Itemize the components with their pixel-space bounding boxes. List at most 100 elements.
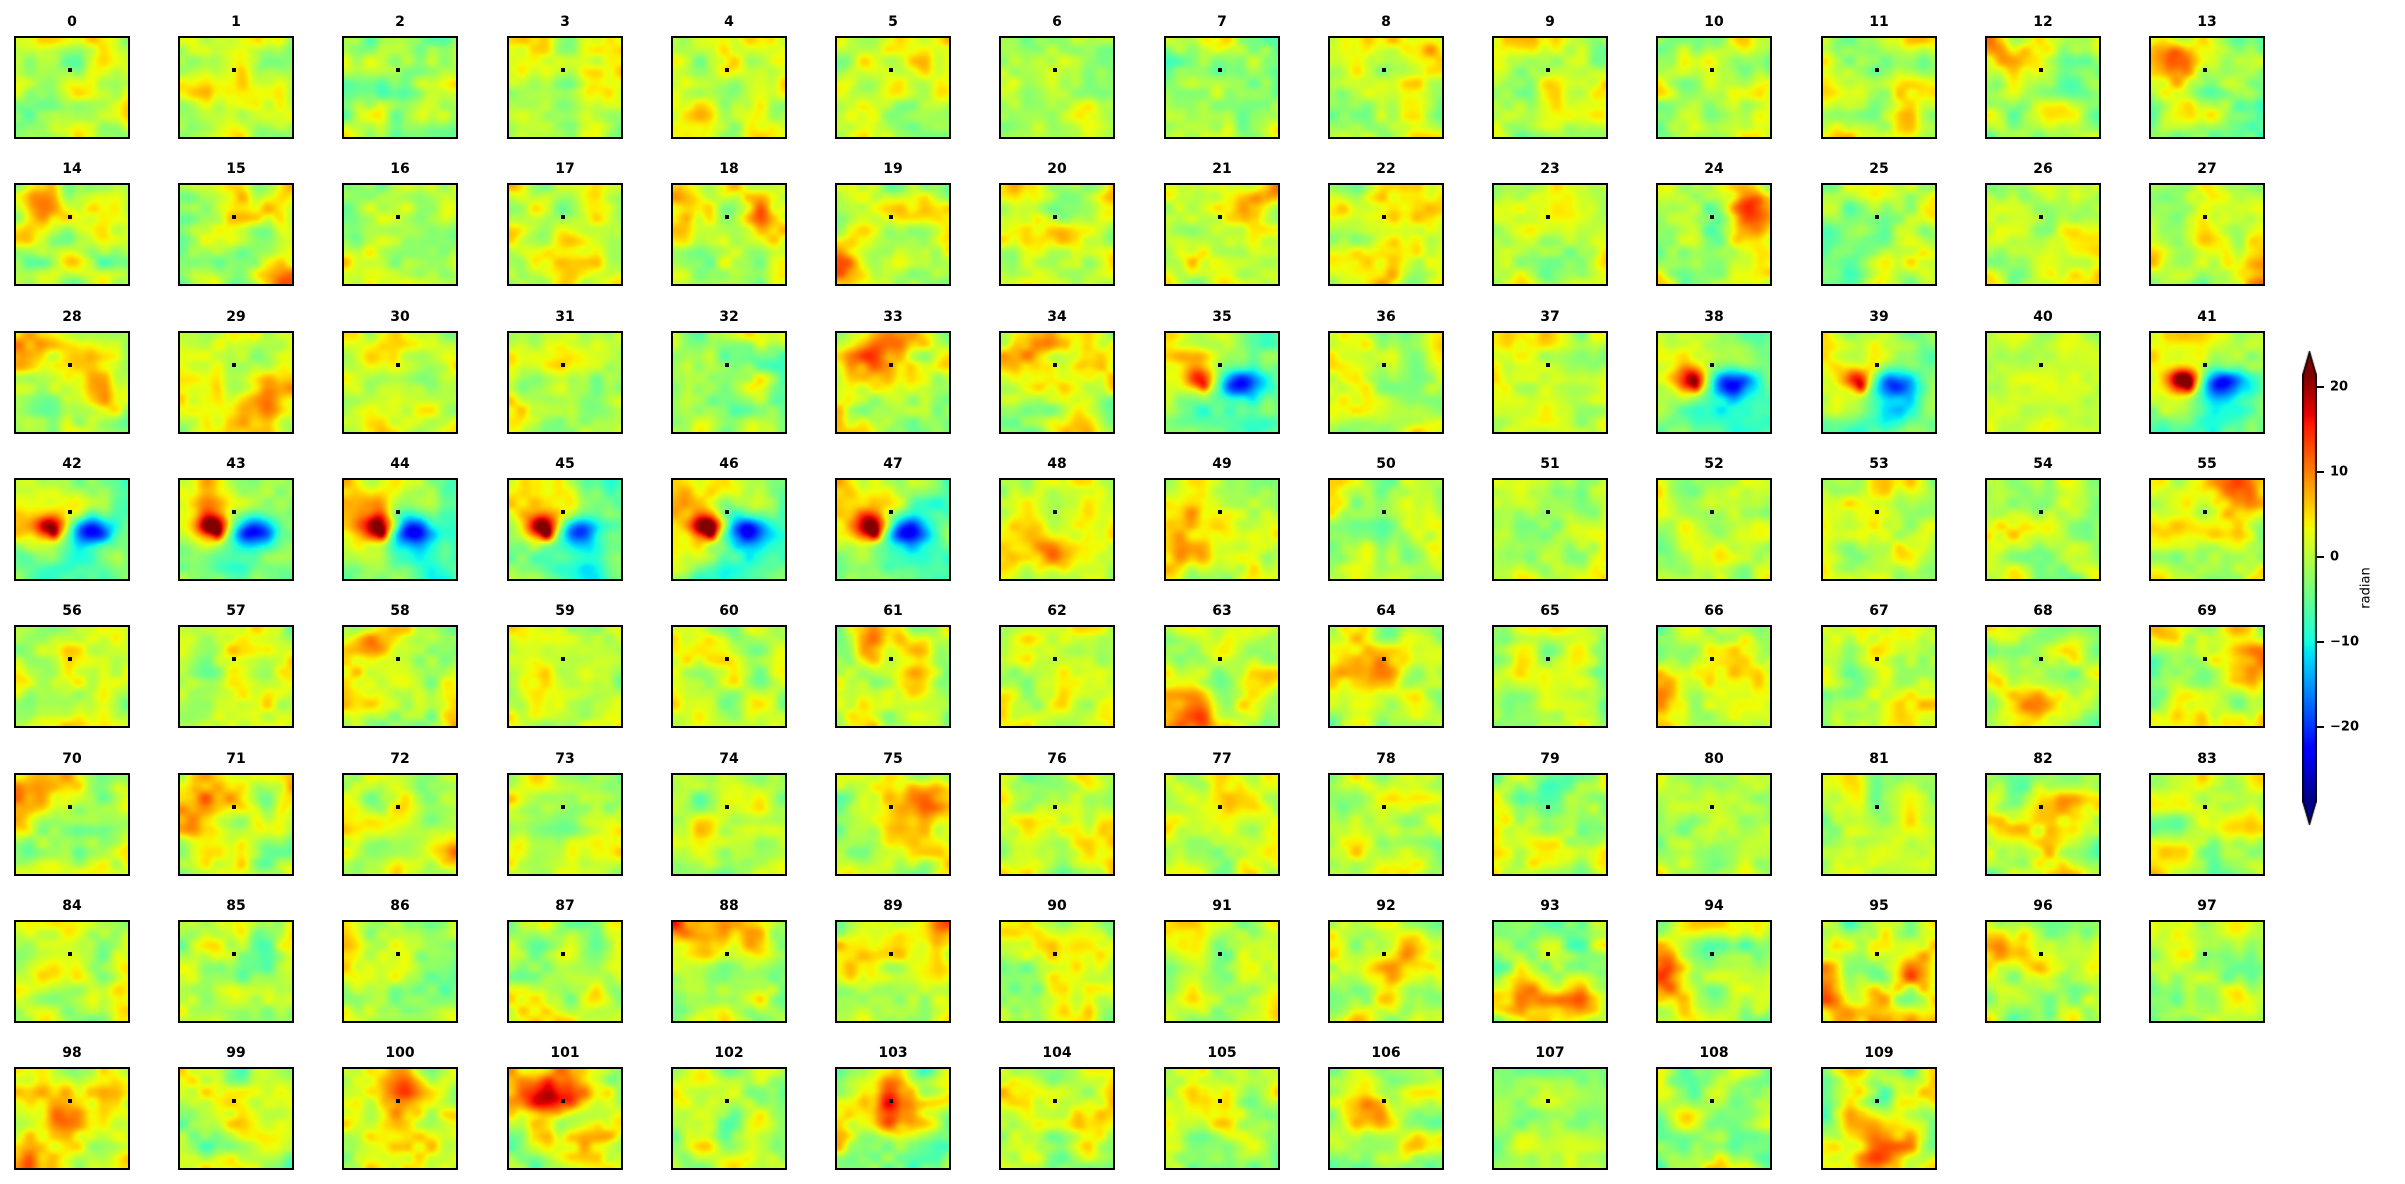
phase-image	[1656, 478, 1772, 581]
subplot-title: 25	[1869, 161, 1889, 177]
subplot-title: 97	[2197, 898, 2217, 914]
reference-point-dot	[1710, 510, 1714, 514]
phase-image	[1985, 920, 2101, 1023]
subplot-cell: 40	[1985, 307, 2101, 434]
phase-image	[2149, 773, 2265, 876]
subplot-title: 79	[1540, 751, 1560, 767]
reference-point-dot	[1382, 215, 1386, 219]
subplot-title: 93	[1540, 898, 1560, 914]
subplot-cell: 15	[178, 159, 294, 286]
reference-point-dot	[1382, 1099, 1386, 1103]
subplot-title: 29	[226, 309, 246, 325]
subplot-cell: 8	[1328, 12, 1444, 139]
subplot-title: 60	[719, 603, 739, 619]
phase-image	[178, 773, 294, 876]
subplot-cell: 69	[2149, 601, 2265, 728]
phase-image	[1492, 183, 1608, 286]
reference-point-dot	[396, 952, 400, 956]
phase-image	[1985, 36, 2101, 139]
colorbar-tick-mark	[2317, 726, 2324, 728]
phase-image	[835, 1067, 951, 1170]
subplot-title: 28	[62, 309, 82, 325]
phase-image	[835, 331, 951, 434]
subplot-title: 9	[1545, 14, 1555, 30]
subplot-cell: 23	[1492, 159, 1608, 286]
reference-point-dot	[2039, 657, 2043, 661]
subplot-title: 99	[226, 1045, 246, 1061]
subplot-title: 84	[62, 898, 82, 914]
phase-image	[671, 183, 787, 286]
subplot-cell: 12	[1985, 12, 2101, 139]
reference-point-dot	[2203, 215, 2207, 219]
subplot-title: 7	[1217, 14, 1227, 30]
subplot-cell: 85	[178, 896, 294, 1023]
reference-point-dot	[1875, 805, 1879, 809]
reference-point-dot	[1218, 657, 1222, 661]
phase-image	[1328, 920, 1444, 1023]
reference-point-dot	[889, 68, 893, 72]
subplot-cell: 101	[507, 1043, 623, 1170]
subplot-cell: 42	[14, 454, 130, 581]
subplot-title: 103	[878, 1045, 908, 1061]
phase-image	[671, 625, 787, 728]
subplot-cell: 61	[835, 601, 951, 728]
reference-point-dot	[889, 363, 893, 367]
subplot-title: 71	[226, 751, 246, 767]
phase-image	[1328, 1067, 1444, 1170]
subplot-title: 100	[385, 1045, 415, 1061]
subplot-title: 13	[2197, 14, 2217, 30]
phase-image	[1328, 478, 1444, 581]
subplot-cell: 25	[1821, 159, 1937, 286]
phase-image	[1164, 773, 1280, 876]
subplot-cell: 19	[835, 159, 951, 286]
subplot-title: 83	[2197, 751, 2217, 767]
phase-image	[1328, 36, 1444, 139]
subplot-cell: 33	[835, 307, 951, 434]
subplot-title: 66	[1704, 603, 1724, 619]
subplot-title: 101	[550, 1045, 580, 1061]
subplot-title: 14	[62, 161, 82, 177]
subplot-title: 57	[226, 603, 246, 619]
colorbar-tick-mark	[2317, 556, 2324, 558]
subplot-cell: 14	[14, 159, 130, 286]
phase-image	[671, 331, 787, 434]
reference-point-dot	[561, 1099, 565, 1103]
subplot-title: 67	[1869, 603, 1889, 619]
reference-point-dot	[232, 510, 236, 514]
reference-point-dot	[1053, 215, 1057, 219]
subplot-cell: 79	[1492, 749, 1608, 876]
reference-point-dot	[725, 510, 729, 514]
reference-point-dot	[396, 363, 400, 367]
reference-point-dot	[1053, 657, 1057, 661]
subplot-cell: 48	[999, 454, 1115, 581]
reference-point-dot	[2203, 510, 2207, 514]
phase-image	[1821, 920, 1937, 1023]
phase-image	[14, 1067, 130, 1170]
subplot-title: 21	[1212, 161, 1232, 177]
subplot-cell: 31	[507, 307, 623, 434]
phase-image	[1821, 773, 1937, 876]
subplot-cell: 4	[671, 12, 787, 139]
phase-image	[14, 36, 130, 139]
phase-image	[178, 625, 294, 728]
phase-image	[999, 1067, 1115, 1170]
subplot-cell: 6	[999, 12, 1115, 139]
colorbar: 20 10 0 −10 −20 radian	[2302, 351, 2405, 825]
phase-image	[999, 331, 1115, 434]
reference-point-dot	[1710, 952, 1714, 956]
reference-point-dot	[725, 805, 729, 809]
colorbar-gradient	[2302, 351, 2317, 825]
subplot-title: 44	[390, 456, 410, 472]
reference-point-dot	[2203, 363, 2207, 367]
phase-image	[1164, 183, 1280, 286]
reference-point-dot	[1710, 805, 1714, 809]
subplot-cell: 90	[999, 896, 1115, 1023]
subplot-cell: 89	[835, 896, 951, 1023]
reference-point-dot	[561, 363, 565, 367]
subplot-cell: 81	[1821, 749, 1937, 876]
subplot-cell: 82	[1985, 749, 2101, 876]
subplot-title: 77	[1212, 751, 1232, 767]
reference-point-dot	[1546, 68, 1550, 72]
subplot-cell: 53	[1821, 454, 1937, 581]
subplot-title: 6	[1052, 14, 1062, 30]
